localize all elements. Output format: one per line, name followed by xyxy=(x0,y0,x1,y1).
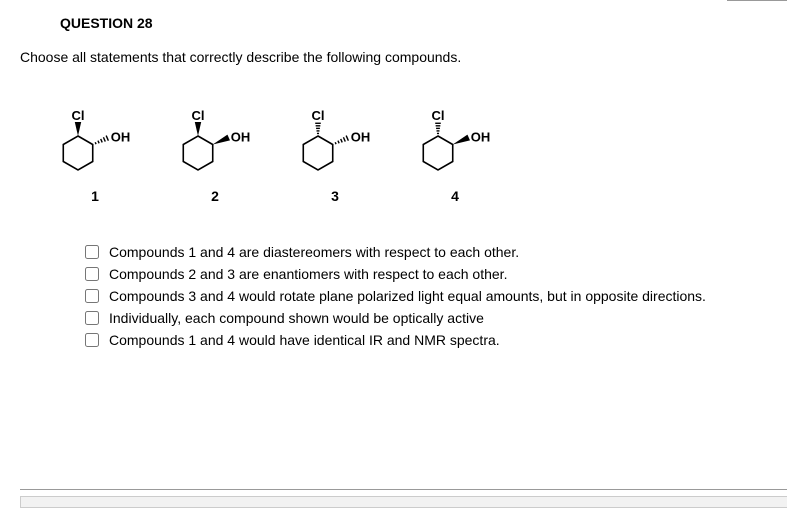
footer-bar xyxy=(20,496,787,508)
option-checkbox[interactable] xyxy=(85,267,99,281)
compound-2: Cl OH 2 xyxy=(170,105,260,204)
option-text: Compounds 1 and 4 would have identical I… xyxy=(109,332,500,348)
compound-number: 4 xyxy=(451,188,459,204)
svg-text:OH: OH xyxy=(471,130,490,145)
option-checkbox[interactable] xyxy=(85,333,99,347)
option-text: Compounds 1 and 4 are diastereomers with… xyxy=(109,244,519,260)
compound-1: Cl OH 1 xyxy=(50,105,140,204)
compound-number: 2 xyxy=(211,188,219,204)
option-checkbox[interactable] xyxy=(85,311,99,325)
compound-4: Cl OH 4 xyxy=(410,105,500,204)
option-text: Compounds 3 and 4 would rotate plane pol… xyxy=(109,288,706,304)
compound-number: 3 xyxy=(331,188,339,204)
svg-text:Cl: Cl xyxy=(192,108,205,123)
option-row: Individually, each compound shown would … xyxy=(85,310,767,326)
option-row: Compounds 1 and 4 are diastereomers with… xyxy=(85,244,767,260)
question-number: QUESTION 28 xyxy=(60,15,767,31)
option-row: Compounds 2 and 3 are enantiomers with r… xyxy=(85,266,767,282)
svg-text:OH: OH xyxy=(231,130,251,145)
option-row: Compounds 1 and 4 would have identical I… xyxy=(85,332,767,348)
top-divider xyxy=(727,0,787,1)
option-text: Compounds 2 and 3 are enantiomers with r… xyxy=(109,266,507,282)
option-checkbox[interactable] xyxy=(85,289,99,303)
svg-text:Cl: Cl xyxy=(432,108,445,123)
bottom-divider xyxy=(20,489,787,490)
svg-text:Cl: Cl xyxy=(72,108,85,123)
compound-number: 1 xyxy=(91,188,99,204)
svg-text:OH: OH xyxy=(351,130,370,145)
compound-3: Cl OH 3 xyxy=(290,105,380,204)
option-checkbox[interactable] xyxy=(85,245,99,259)
svg-text:OH: OH xyxy=(111,130,131,145)
question-prompt: Choose all statements that correctly des… xyxy=(20,49,767,65)
option-row: Compounds 3 and 4 would rotate plane pol… xyxy=(85,288,767,304)
option-text: Individually, each compound shown would … xyxy=(109,310,484,326)
options-list: Compounds 1 and 4 are diastereomers with… xyxy=(85,244,767,348)
question-container: QUESTION 28 Choose all statements that c… xyxy=(0,0,787,348)
compounds-row: Cl OH 1 Cl OH 2 Cl OH 3 Cl OH 4 xyxy=(50,105,767,204)
svg-text:Cl: Cl xyxy=(312,108,325,123)
